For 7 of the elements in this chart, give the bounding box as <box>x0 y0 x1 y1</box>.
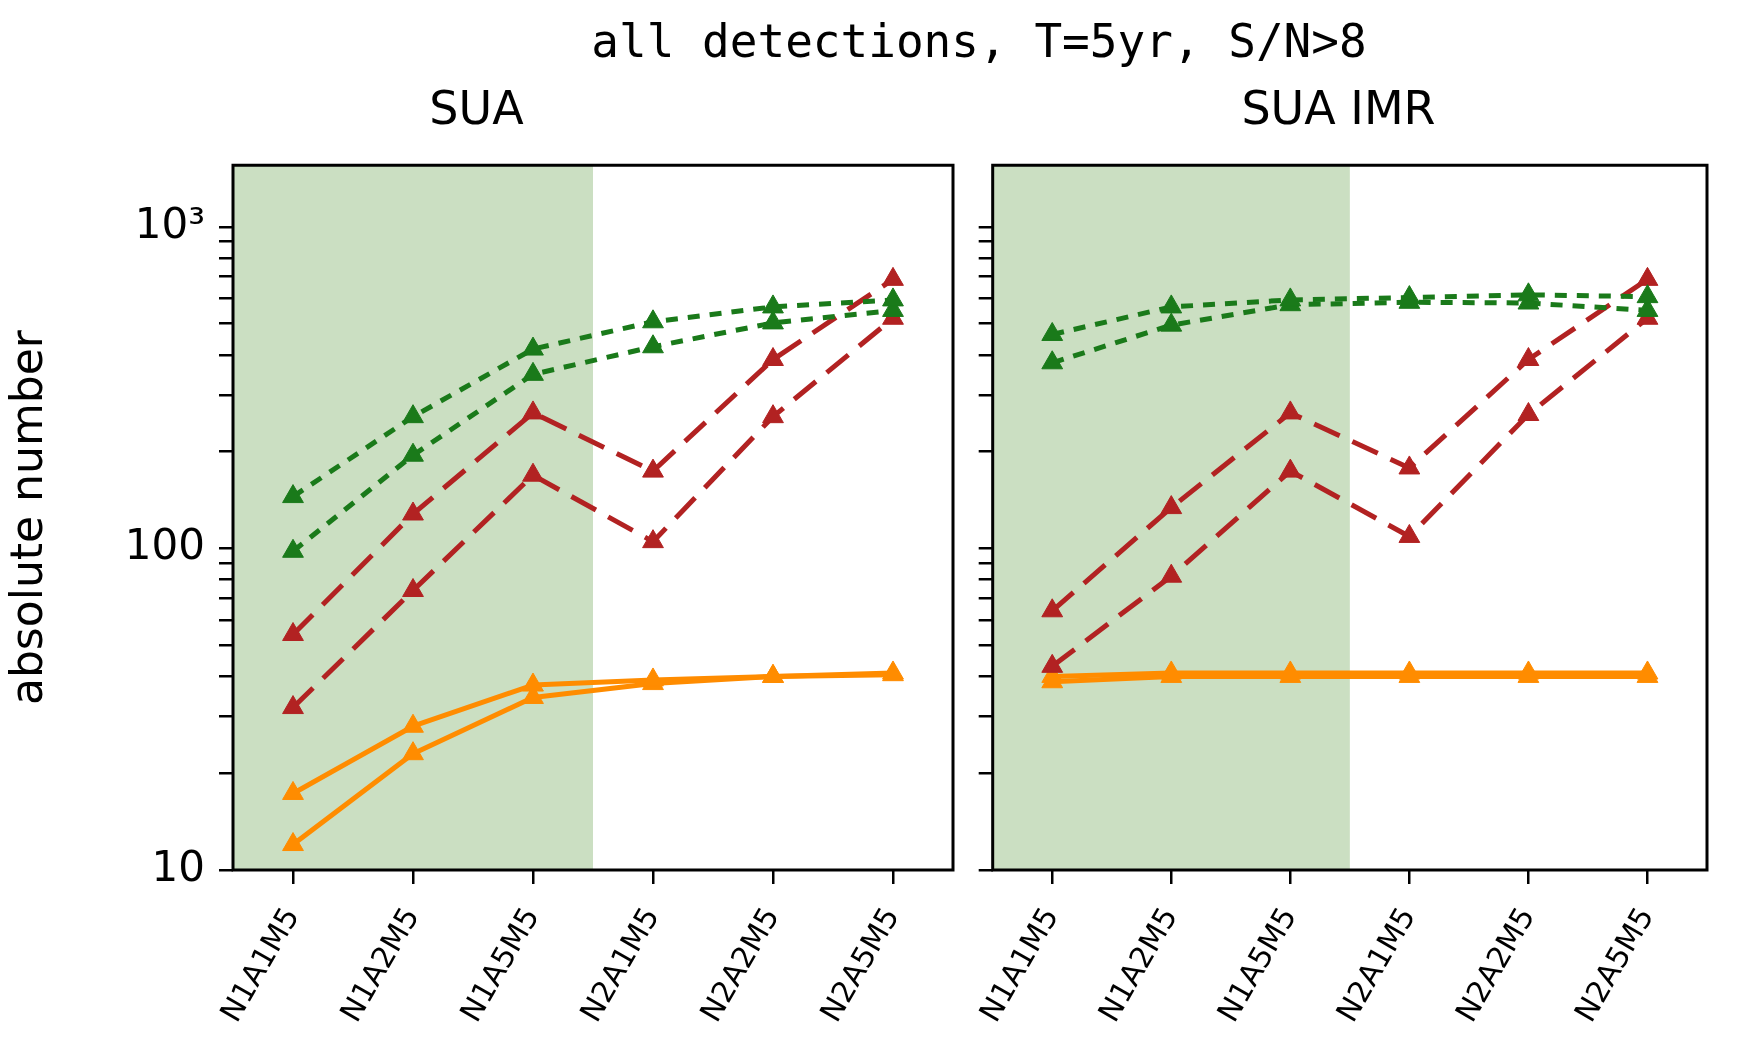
y-axis-title: absolute number <box>0 329 52 706</box>
y-tick-label: 100 <box>124 520 205 570</box>
y-tick-label: 10³ <box>134 198 205 248</box>
chart-subtitle: SUA <box>429 80 525 135</box>
chart-subtitle: SUA IMR <box>1241 80 1436 135</box>
y-tick-label: 10 <box>151 841 205 891</box>
chart-title: all detections, T=5yr, S/N>8 <box>590 14 1368 68</box>
